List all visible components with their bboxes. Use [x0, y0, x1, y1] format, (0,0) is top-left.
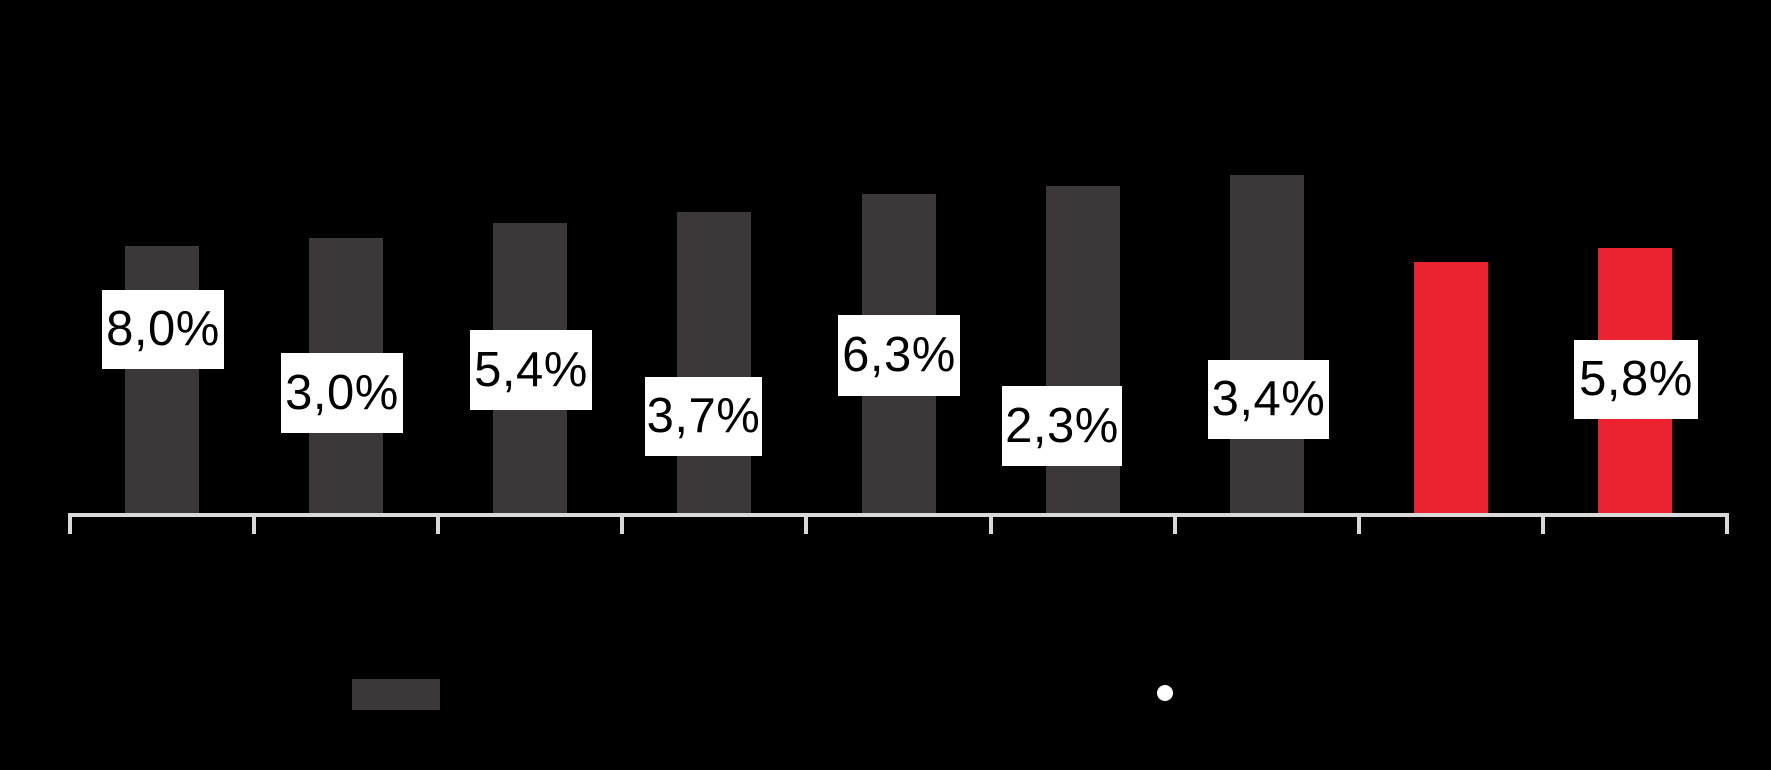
- legend-bar-swatch: [352, 679, 440, 710]
- bar: [125, 246, 200, 513]
- value-label: 5,4%: [470, 330, 592, 410]
- x-axis-tick: [68, 513, 72, 534]
- value-label: 3,4%: [1208, 360, 1329, 439]
- x-axis-tick: [436, 513, 441, 534]
- x-axis-tick: [1172, 513, 1177, 534]
- x-axis-tick: [252, 513, 257, 534]
- x-axis-tick: [804, 513, 809, 534]
- bar: [677, 212, 752, 513]
- value-label: 8,0%: [102, 290, 224, 369]
- bar: [1413, 262, 1488, 513]
- x-axis-tick: [1725, 513, 1729, 534]
- x-axis-tick: [1540, 513, 1545, 534]
- value-label: 2,3%: [1002, 386, 1122, 466]
- value-label: 6,3%: [838, 315, 960, 396]
- x-axis-line: [70, 513, 1727, 517]
- x-axis-tick: [620, 513, 625, 534]
- value-label: 3,0%: [281, 353, 403, 433]
- value-label: 3,7%: [645, 377, 762, 456]
- x-axis-tick: [988, 513, 993, 534]
- x-axis-tick: [1356, 513, 1361, 534]
- bar: [1229, 175, 1304, 513]
- value-label: 5,8%: [1574, 340, 1698, 419]
- legend-dot-icon: [1157, 685, 1173, 701]
